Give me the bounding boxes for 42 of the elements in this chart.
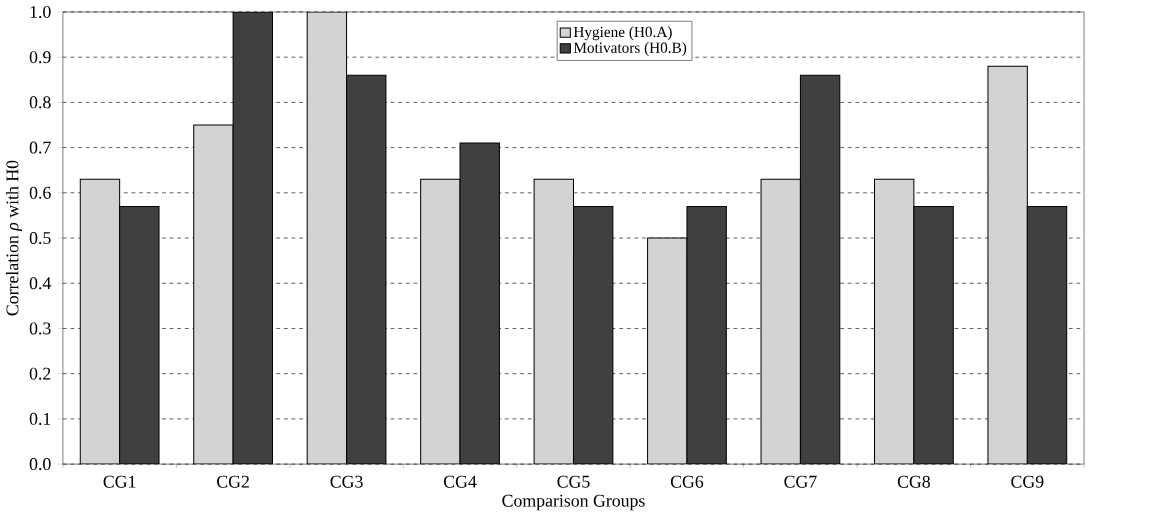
bar [233,11,273,465]
bar [460,143,500,465]
bar [800,75,840,465]
bar [119,206,160,465]
y-tick-label: 0.5 [29,231,51,245]
y-tick-label: 0.2 [29,367,51,380]
legend-label: Motivators (H0.B) [573,42,687,56]
y-tick-label: 0.9 [29,51,51,64]
bar [913,206,954,465]
x-tick-label: CG2 [217,475,249,488]
y-tick-label: 1.0 [30,5,51,18]
y-tick-label: 0.0 [29,458,51,471]
x-tick-label: CG7 [784,475,817,488]
y-tick-label: 0.7 [29,141,51,154]
bar [193,125,234,465]
bar [573,206,613,465]
bar [987,65,1028,465]
x-tick-label: CG9 [1011,475,1044,488]
y-tick-label: 0.8 [29,96,51,109]
bar [534,179,574,465]
bar [1026,205,1068,465]
bar [346,75,386,465]
bar [761,179,801,465]
x-tick-label: CG5 [557,475,590,488]
x-tick-label: CG3 [330,475,363,488]
y-tick-label: 0.6 [29,186,51,199]
x-tick-label: CG4 [443,475,477,488]
x-axis-title: Comparison Groups [502,494,645,511]
y-axis-title: Correlation ρ with H0 [5,160,23,316]
bar [80,179,120,465]
y-tick-label: 0.1 [29,412,51,425]
x-tick-label: CG8 [897,475,930,488]
bar [647,238,687,465]
legend-label: Hygiene (H0.A) [573,26,672,41]
bar [307,11,347,465]
bar [874,179,914,465]
bar [420,179,461,465]
y-tick-label: 0.4 [29,277,52,290]
x-tick-label: CG6 [670,475,704,488]
y-tick-label: 0.3 [29,322,51,335]
bar [686,206,727,465]
x-tick-label: CG1 [103,475,136,488]
